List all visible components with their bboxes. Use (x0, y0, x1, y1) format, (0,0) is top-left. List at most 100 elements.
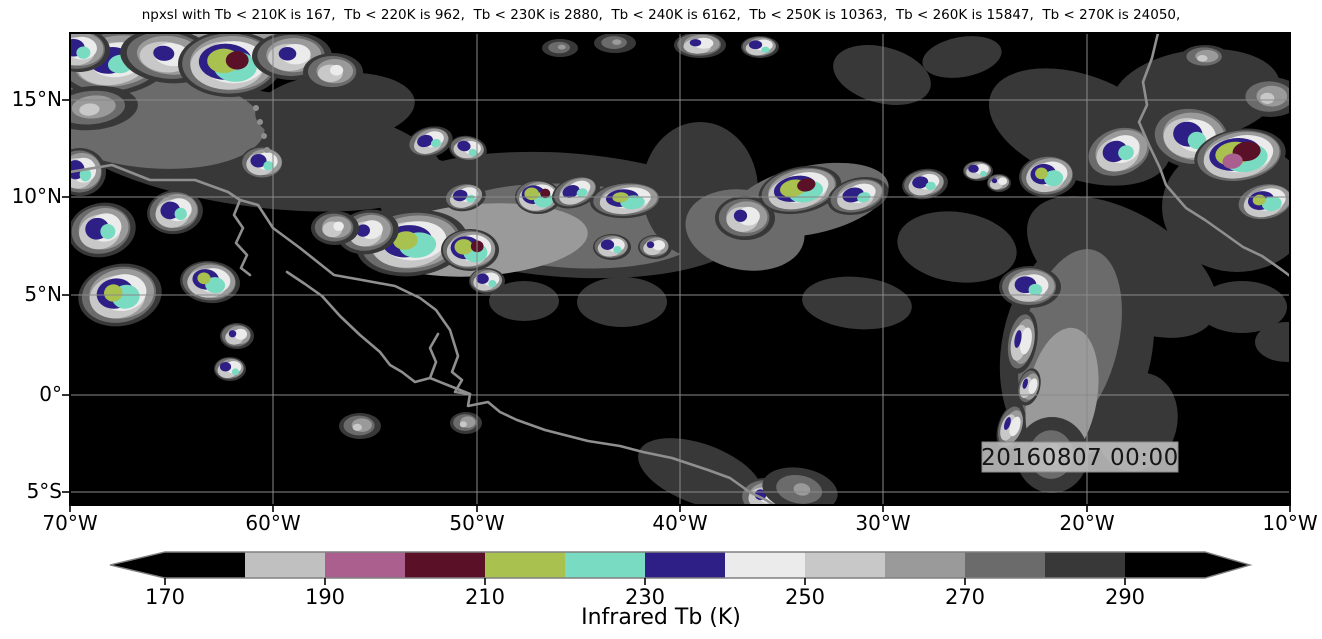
colorbar-segment (645, 552, 725, 578)
cloud-cluster (339, 413, 381, 439)
cloud-cluster (180, 260, 240, 304)
cloud-patch (1255, 322, 1290, 362)
cloud-patch (833, 45, 931, 105)
cloud-cluster (999, 266, 1061, 308)
cloud-cluster (78, 263, 162, 327)
colorbar-tick-label: 210 (465, 585, 505, 609)
colorbar-arrow-right (1205, 552, 1250, 578)
cloud-cluster (1017, 368, 1041, 406)
axis-ticks (62, 99, 1291, 512)
colorbar-tick-label: 270 (945, 585, 985, 609)
map-plot: 20160807 00:00 (62, 32, 1291, 512)
colorbar-segment (485, 552, 565, 578)
colorbar-segment (725, 552, 805, 578)
colorbar-segment (885, 552, 965, 578)
island-dot (257, 119, 263, 125)
cloud-cluster (214, 357, 246, 381)
cloud-patch (1197, 281, 1287, 333)
cloud-cluster (1238, 77, 1290, 117)
cloud-patch (255, 72, 415, 144)
y-tick-label: 5°N (24, 282, 62, 306)
cloud-cluster (70, 85, 138, 131)
y-tick-label: 0° (39, 382, 62, 406)
cloud-cluster (758, 165, 842, 215)
cloud-cluster (1085, 124, 1155, 180)
coastline (232, 198, 252, 277)
colorbar-segment (405, 552, 485, 578)
cloud-cluster (469, 268, 505, 294)
cloud-cluster (70, 202, 136, 258)
cloud-cluster (996, 403, 1026, 451)
cloud-cluster (551, 175, 601, 209)
colorbar-segment (245, 552, 325, 578)
colorbar: 170 190 210 230 250 270 290 (109, 551, 1253, 609)
cloud-cluster (450, 412, 482, 434)
colorbar-axis-label: Infrared Tb (K) (581, 605, 741, 630)
timestamp-badge (981, 441, 1179, 473)
colorbar-tick-label: 230 (625, 585, 665, 609)
coastline (1137, 33, 1290, 278)
colorbar-segment (965, 552, 1045, 578)
coastline (285, 270, 472, 396)
island-dot (261, 133, 267, 139)
x-tick-label: 40°W (652, 511, 708, 535)
colorbar-segment (565, 552, 645, 578)
island-dot (253, 105, 259, 111)
x-tick-label: 30°W (855, 511, 911, 535)
x-tick-label: 10°W (1262, 511, 1318, 535)
cloud-patch (802, 276, 912, 330)
cloud-patch (1111, 48, 1281, 142)
cloud-patch (922, 36, 1002, 78)
cloud-cluster (593, 234, 631, 260)
y-tick-label: 15°N (11, 87, 62, 111)
colorbar-tick-label: 170 (145, 585, 185, 609)
cloud-cluster (311, 211, 359, 245)
colorbar-segment (165, 552, 245, 578)
cloud-cluster (303, 53, 363, 91)
coastline (428, 332, 440, 380)
timestamp-text: 20160807 00:00 (981, 445, 1179, 471)
colorbar-segment (325, 552, 405, 578)
cloud-cluster (1019, 154, 1077, 198)
cloud-cluster (1006, 310, 1038, 374)
cloud-cluster (715, 196, 775, 240)
cloud-cluster (594, 33, 636, 53)
cloud-cluster (674, 33, 726, 58)
cloud-cluster (762, 467, 838, 505)
colorbar-segment (805, 552, 885, 578)
chart-title: npxsl with Tb < 210K is 167, Tb < 220K i… (141, 7, 1181, 23)
cloud-cluster (963, 161, 993, 181)
colorbar-segment (1125, 552, 1205, 578)
colorbar-tick-label: 190 (305, 585, 345, 609)
cloud-cluster (240, 146, 286, 180)
cloud-cluster (441, 229, 499, 271)
cloud-cluster (70, 33, 110, 72)
cloud-cluster (902, 168, 948, 200)
cloud-cluster (590, 181, 664, 219)
grid-lines (70, 33, 1290, 505)
colorbar-tick-label: 290 (1105, 585, 1145, 609)
colorbar-arrow-left (110, 552, 165, 578)
cloud-cluster (220, 323, 254, 349)
cloud-cluster (741, 36, 779, 58)
cloud-cluster (827, 176, 889, 216)
cloud-cluster (638, 235, 672, 259)
cloud-cluster (1194, 128, 1286, 184)
cloud-cluster (542, 39, 578, 57)
x-tick-label: 20°W (1059, 511, 1115, 535)
coastline (70, 163, 776, 505)
x-tick-label: 70°W (42, 511, 98, 535)
x-tick-label: 60°W (245, 511, 301, 535)
cloud-cluster (1181, 45, 1229, 69)
cloud-patch (897, 211, 1017, 283)
cloud-cluster (147, 189, 203, 235)
cloud-patch (489, 281, 559, 321)
island-dot (264, 147, 270, 153)
x-tick-label: 50°W (449, 511, 505, 535)
y-tick-label: 10°N (11, 184, 62, 208)
cloud-cluster (1236, 182, 1290, 222)
colorbar-segment (1045, 552, 1125, 578)
cloud-cluster (987, 174, 1011, 192)
cloud-cluster (407, 126, 453, 158)
